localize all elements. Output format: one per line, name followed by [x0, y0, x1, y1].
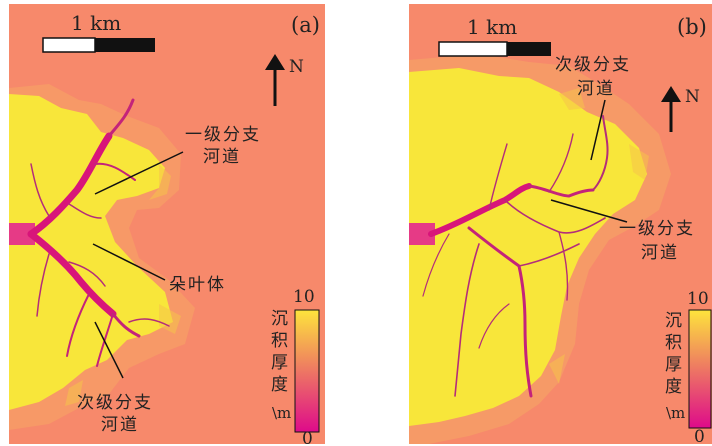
annotation-primary-line1: 一级分支 — [185, 125, 261, 145]
scale-bar-label: 1 km — [71, 11, 121, 35]
scale-bar-label: 1 km — [467, 15, 517, 39]
legend-title-char-1: 沉 — [271, 309, 290, 329]
legend-title-char-3: 厚 — [665, 355, 684, 375]
channel-network — [422, 115, 609, 398]
map-a: 1 km (a) N 一级分支 河道 朵叶体 次级分支 河道 10 0 沉 积 … — [9, 4, 325, 444]
annotation-lobe: 朵叶体 — [169, 275, 226, 295]
north-label: N — [289, 57, 304, 77]
scale-bar: 1 km — [42, 11, 155, 53]
annotation-secondary-line2: 河道 — [101, 415, 139, 435]
leader-line-lobe — [92, 243, 166, 281]
annotation-secondary-line2: 河道 — [577, 79, 615, 99]
legend-title-char-4: 度 — [665, 377, 684, 397]
leader-line-secondary — [94, 321, 124, 379]
north-label: N — [685, 87, 700, 107]
annotation-primary-line2: 河道 — [641, 243, 679, 263]
legend-max: 10 — [687, 289, 709, 309]
color-legend: 10 0 沉 积 厚 度 \m — [665, 289, 712, 444]
lobe-deposit — [409, 68, 647, 426]
feeder-channel — [9, 223, 35, 245]
map-b: 1 km (b) N 次级分支 河道 一级分支 河道 10 0 沉 积 厚 度 … — [409, 4, 712, 444]
legend-unit: \m — [272, 404, 291, 422]
scale-bar: 1 km — [438, 15, 551, 57]
color-legend: 10 0 沉 积 厚 度 \m — [271, 287, 320, 444]
legend-unit: \m — [666, 404, 685, 422]
panel-b: 1 km (b) N 次级分支 河道 一级分支 河道 10 0 沉 积 厚 度 … — [409, 4, 712, 444]
annotation-primary-line2: 河道 — [203, 147, 241, 167]
legend-title-char-2: 积 — [665, 333, 684, 353]
legend-title-char-3: 厚 — [271, 353, 290, 373]
panel-label: (a) — [291, 13, 320, 37]
feeder-channel — [409, 223, 435, 245]
legend-title-char-2: 积 — [271, 331, 290, 351]
annotation-primary-line1: 一级分支 — [619, 219, 695, 239]
panel-label: (b) — [677, 15, 707, 39]
legend-max: 10 — [293, 287, 315, 307]
north-arrow-icon — [265, 54, 285, 106]
legend-min: 0 — [694, 427, 705, 444]
annotation-secondary-line1: 次级分支 — [555, 55, 631, 75]
legend-min: 0 — [302, 429, 313, 444]
legend-title-char-4: 度 — [271, 375, 290, 395]
panel-a: 1 km (a) N 一级分支 河道 朵叶体 次级分支 河道 10 0 沉 积 … — [9, 4, 325, 444]
leader-line-primary — [94, 151, 184, 195]
legend-title-char-1: 沉 — [665, 311, 684, 331]
north-arrow-icon — [661, 86, 681, 132]
annotation-secondary-line1: 次级分支 — [77, 393, 153, 413]
leader-line-primary — [550, 199, 628, 223]
leader-line-secondary — [590, 99, 606, 161]
